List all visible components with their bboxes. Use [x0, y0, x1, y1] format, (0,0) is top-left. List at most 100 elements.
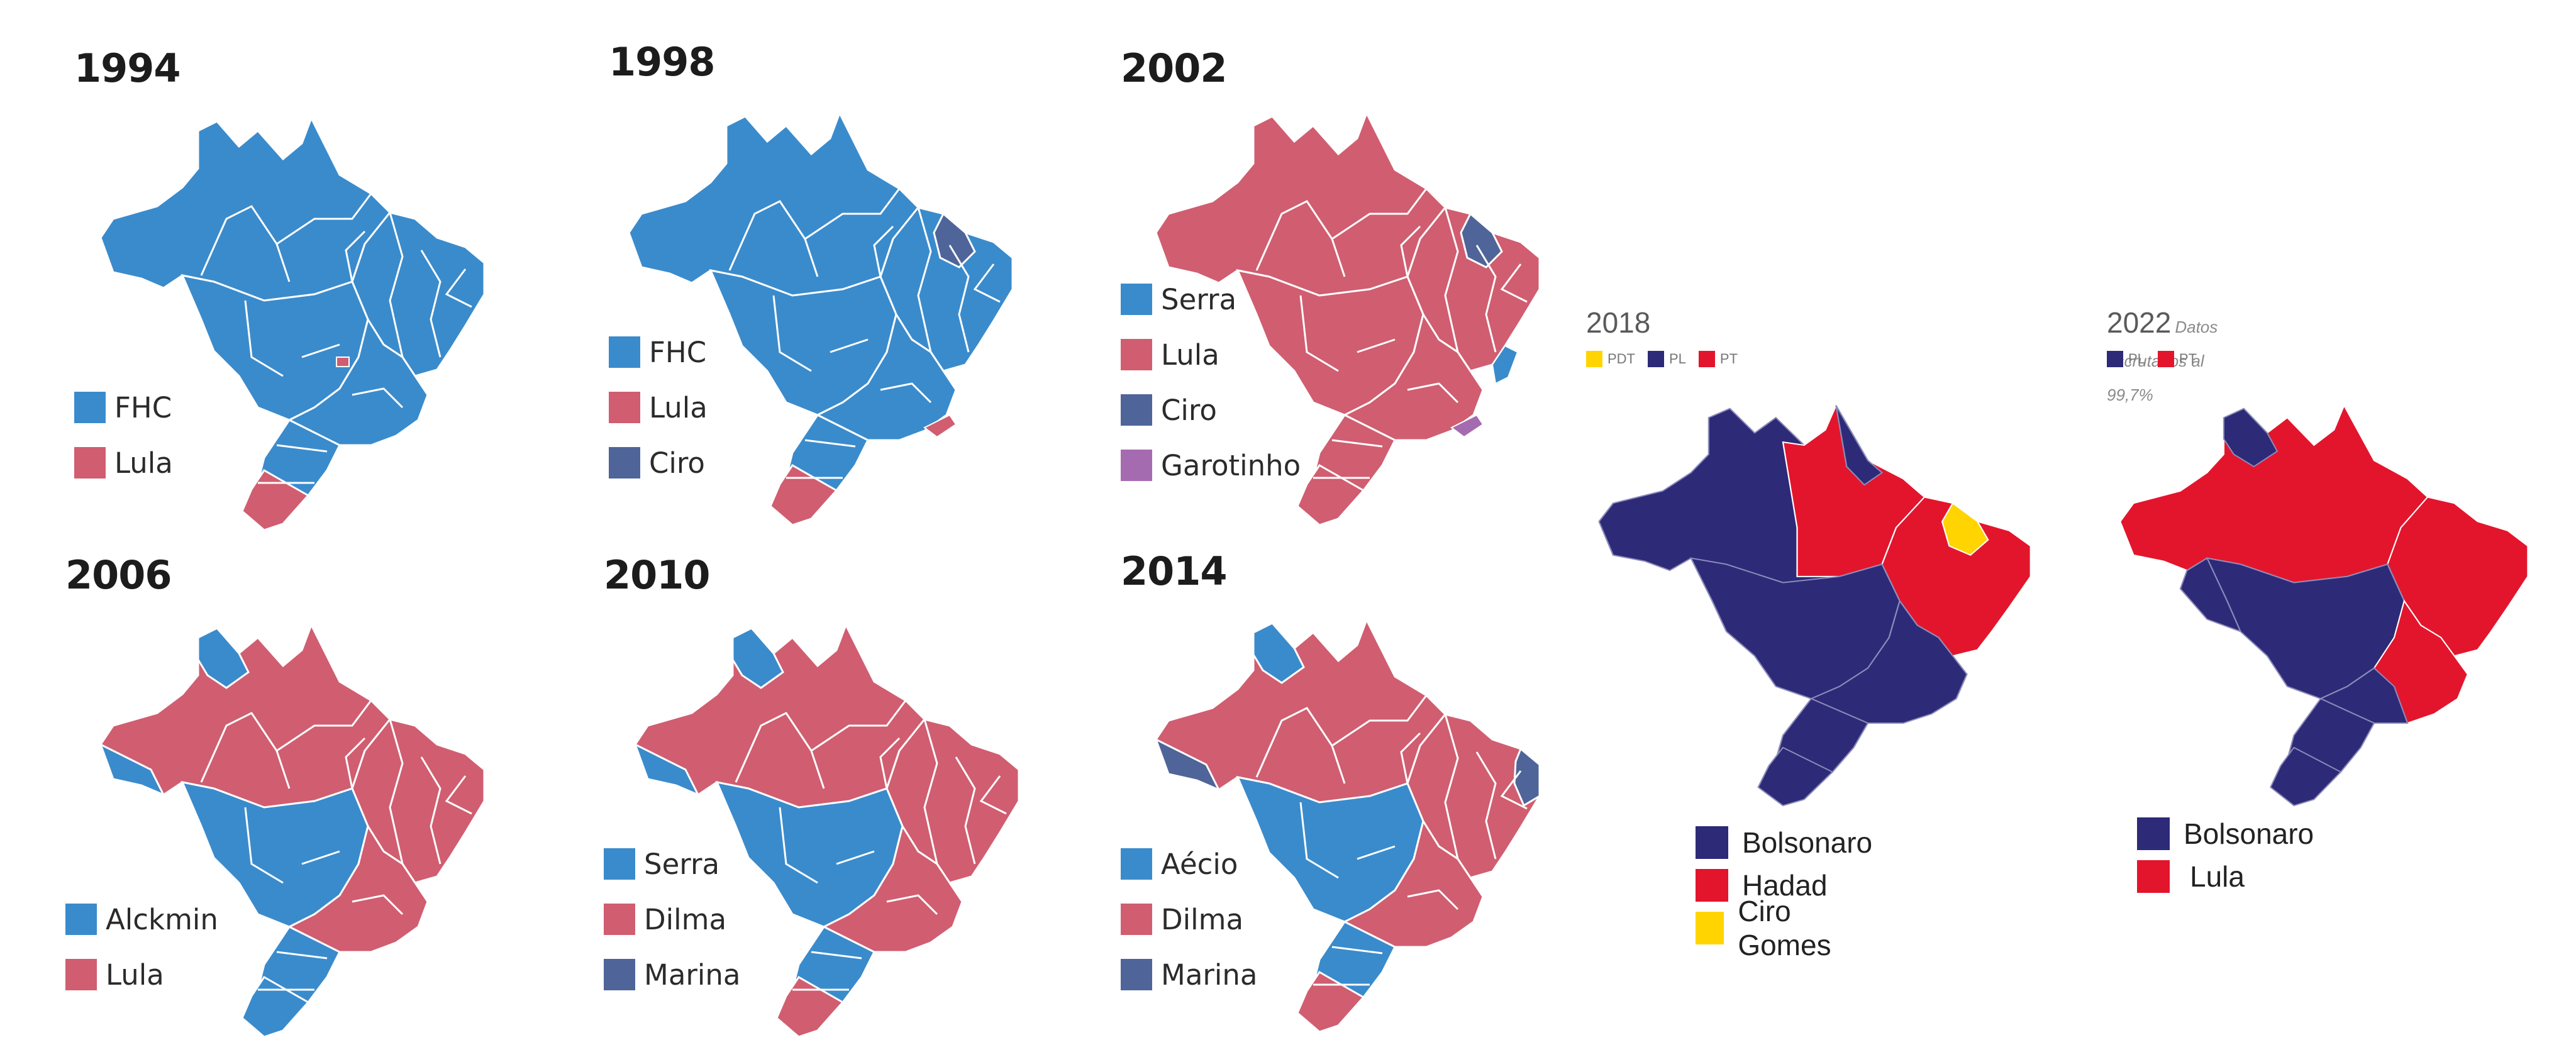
legend-label: Bolsonaro — [2184, 817, 2314, 850]
legend-swatch — [1696, 869, 1728, 902]
legend-label: Aécio — [1161, 847, 1238, 881]
legend: Serra Dilma Marina — [604, 836, 741, 1002]
year-label: 2018 — [1586, 306, 1651, 339]
legend-item: Alckmin — [65, 892, 218, 947]
legend-item: Bolsonaro — [1696, 821, 1872, 864]
legend-item: Marina — [604, 947, 741, 1002]
legend-item: Serra — [604, 836, 741, 892]
legend-label: Ciro — [649, 446, 705, 480]
legend-item: Marina — [1121, 947, 1258, 1002]
year-label: 1998 — [609, 39, 716, 85]
legend-item: Lula — [74, 435, 173, 490]
legend-swatch — [604, 848, 635, 880]
year-label: 2022 — [2107, 306, 2172, 339]
legend-item: Dilma — [604, 892, 741, 947]
legend-swatch — [604, 904, 635, 935]
legend-swatch — [1121, 848, 1152, 880]
mini-legend-label: PL — [2128, 351, 2145, 367]
legend-label: Lula — [114, 446, 173, 480]
legend-label: Alckmin — [106, 902, 218, 936]
legend-swatch — [2137, 860, 2170, 893]
legend-label: Dilma — [644, 902, 727, 936]
legend-label: Marina — [644, 958, 741, 992]
legend-swatch — [1696, 912, 1724, 944]
legend-swatch — [1121, 450, 1152, 481]
legend: Bolsonaro Hadad Ciro Gomes — [1696, 821, 1872, 961]
legend: Serra Lula Ciro Garotinho — [1121, 272, 1301, 493]
mini-legend: PL PT — [2107, 351, 2197, 367]
legend-item: Garotinho — [1121, 438, 1301, 493]
mini-legend-label: PL — [1669, 351, 1686, 367]
legend-label: FHC — [649, 335, 707, 369]
legend-swatch — [2107, 351, 2123, 367]
legend-swatch — [2157, 351, 2174, 367]
legend-item: Ciro — [609, 435, 708, 490]
legend-item: Aécio — [1121, 836, 1258, 892]
legend-swatch — [609, 447, 640, 479]
mini-legend-label: PDT — [1607, 351, 1635, 367]
mini-legend-item: PL — [1648, 351, 1686, 367]
legend-label: Ciro Gomes — [1738, 895, 1831, 961]
legend-label: Serra — [644, 847, 720, 881]
legend-label: Lula — [1161, 338, 1219, 372]
legend-swatch — [65, 904, 97, 935]
year-label: 2014 — [1121, 548, 1228, 594]
legend-swatch — [1121, 284, 1152, 315]
legend-label: Garotinho — [1161, 448, 1301, 482]
mini-legend-item: PT — [2157, 351, 2197, 367]
legend-item: Ciro — [1121, 382, 1301, 438]
legend-label: Serra — [1161, 282, 1237, 316]
legend-swatch — [1586, 351, 1602, 367]
legend: FHC Lula — [74, 380, 173, 490]
legend-label: Marina — [1161, 958, 1258, 992]
legend-item: Dilma — [1121, 892, 1258, 947]
brazil-map — [2119, 404, 2529, 807]
legend-item: Ciro Gomes — [1696, 895, 1872, 961]
legend-item: Lula — [609, 380, 708, 435]
legend: FHC Lula Ciro — [609, 324, 708, 490]
legend-label: Dilma — [1161, 902, 1244, 936]
legend-item: FHC — [609, 324, 708, 380]
legend: Aécio Dilma Marina — [1121, 836, 1258, 1002]
legend-swatch — [609, 392, 640, 423]
legend: Bolsonaro Lula — [2137, 812, 2314, 898]
year-label: 2010 — [604, 552, 711, 598]
legend-swatch — [1648, 351, 1664, 367]
legend-swatch — [609, 336, 640, 368]
legend-label: Lula — [2190, 860, 2245, 893]
legend-label: Ciro — [1161, 393, 1217, 427]
legend-label: FHC — [114, 390, 172, 424]
legend-item: Serra — [1121, 272, 1301, 327]
mini-legend-item: PT — [1698, 351, 1738, 367]
legend-item: Hadad — [1696, 864, 1872, 907]
legend-swatch — [1121, 394, 1152, 426]
legend-label: Lula — [649, 390, 708, 424]
legend-label: Hadad — [1742, 869, 1828, 902]
legend-swatch — [74, 392, 106, 423]
mini-legend-item: PDT — [1586, 351, 1635, 367]
legend-item: Bolsonaro — [2137, 812, 2314, 855]
year-label: 2006 — [65, 552, 172, 598]
legend-label: Lula — [106, 958, 164, 992]
legend-swatch — [74, 447, 106, 479]
legend-swatch — [1121, 959, 1152, 990]
legend-item: Lula — [65, 947, 218, 1002]
legend: Alckmin Lula — [65, 892, 218, 1002]
legend-swatch — [65, 959, 97, 990]
legend-swatch — [1696, 826, 1728, 859]
legend-item: FHC — [74, 380, 173, 435]
legend-swatch — [1121, 904, 1152, 935]
year-label: 1994 — [74, 45, 181, 91]
mini-legend-item: PL — [2107, 351, 2145, 367]
mini-legend-label: PT — [2179, 351, 2197, 367]
legend-swatch — [604, 959, 635, 990]
mini-legend-label: PT — [1719, 351, 1738, 367]
year-label: 2002 — [1121, 45, 1228, 91]
mini-legend: PDT PL PT — [1586, 351, 1738, 367]
brazil-map — [1598, 404, 2031, 807]
legend-swatch — [2137, 817, 2170, 850]
legend-swatch — [1698, 351, 1715, 367]
legend-item: Lula — [2137, 855, 2314, 898]
legend-label: Bolsonaro — [1742, 826, 1873, 859]
legend-item: Lula — [1121, 327, 1301, 382]
